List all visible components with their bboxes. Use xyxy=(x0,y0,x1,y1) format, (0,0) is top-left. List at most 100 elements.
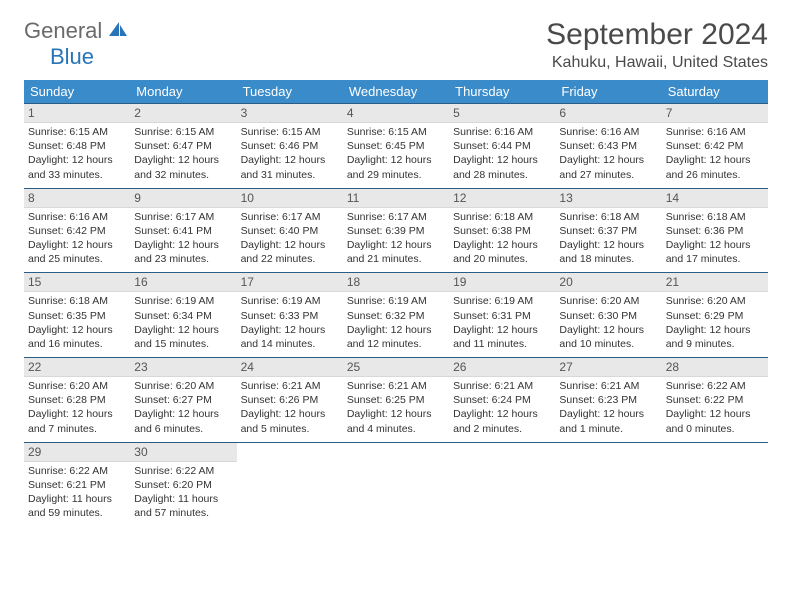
calendar-day-cell: 4 Sunrise: 6:15 AMSunset: 6:45 PMDaylight… xyxy=(343,104,449,189)
day-number: 9 xyxy=(130,189,236,208)
month-title: September 2024 xyxy=(546,18,768,52)
col-saturday: Saturday xyxy=(662,80,768,104)
col-sunday: Sunday xyxy=(24,80,130,104)
calendar-day-cell: 15 Sunrise: 6:18 AMSunset: 6:35 PMDayligh… xyxy=(24,273,130,358)
calendar-day-cell: 5 Sunrise: 6:16 AMSunset: 6:44 PMDaylight… xyxy=(449,104,555,189)
day-info: Sunrise: 6:15 AMSunset: 6:45 PMDaylight:… xyxy=(347,125,445,182)
day-info: Sunrise: 6:22 AMSunset: 6:21 PMDaylight:… xyxy=(28,464,126,521)
day-number: 29 xyxy=(24,443,130,462)
calendar-day-cell: .. xyxy=(449,442,555,526)
day-number: 13 xyxy=(555,189,661,208)
calendar-day-cell: 24 Sunrise: 6:21 AMSunset: 6:26 PMDayligh… xyxy=(237,358,343,443)
day-info: Sunrise: 6:20 AMSunset: 6:27 PMDaylight:… xyxy=(134,379,232,436)
calendar-day-cell: .. xyxy=(237,442,343,526)
logo-sail-icon xyxy=(107,20,129,38)
day-number: 24 xyxy=(237,358,343,377)
calendar-week-row: 8 Sunrise: 6:16 AMSunset: 6:42 PMDaylight… xyxy=(24,188,768,273)
day-info: Sunrise: 6:20 AMSunset: 6:29 PMDaylight:… xyxy=(666,294,764,351)
location: Kahuku, Hawaii, United States xyxy=(546,54,768,72)
day-number: 18 xyxy=(343,273,449,292)
day-info: Sunrise: 6:15 AMSunset: 6:47 PMDaylight:… xyxy=(134,125,232,182)
calendar-day-cell: .. xyxy=(343,442,449,526)
day-number: 2 xyxy=(130,104,236,123)
day-info: Sunrise: 6:17 AMSunset: 6:41 PMDaylight:… xyxy=(134,210,232,267)
weekday-header-row: Sunday Monday Tuesday Wednesday Thursday… xyxy=(24,80,768,104)
col-tuesday: Tuesday xyxy=(237,80,343,104)
day-info: Sunrise: 6:21 AMSunset: 6:25 PMDaylight:… xyxy=(347,379,445,436)
calendar-day-cell: 14Sunrise: 6:18 AMSunset: 6:36 PMDayligh… xyxy=(662,188,768,273)
day-number: 11 xyxy=(343,189,449,208)
calendar-week-row: 22 Sunrise: 6:20 AMSunset: 6:28 PMDayligh… xyxy=(24,358,768,443)
day-number: 6 xyxy=(555,104,661,123)
day-number: 22 xyxy=(24,358,130,377)
day-info: Sunrise: 6:16 AMSunset: 6:42 PMDaylight:… xyxy=(666,125,764,182)
day-number: 27 xyxy=(555,358,661,377)
day-info: Sunrise: 6:16 AMSunset: 6:43 PMDaylight:… xyxy=(559,125,657,182)
calendar-day-cell: 28 Sunrise: 6:22 AMSunset: 6:22 PMDayligh… xyxy=(662,358,768,443)
day-number: 3 xyxy=(237,104,343,123)
calendar-day-cell: 23Sunrise: 6:20 AMSunset: 6:27 PMDayligh… xyxy=(130,358,236,443)
day-number: 5 xyxy=(449,104,555,123)
day-info: Sunrise: 6:18 AMSunset: 6:37 PMDaylight:… xyxy=(559,210,657,267)
calendar-week-row: 29 Sunrise: 6:22 AMSunset: 6:21 PMDayligh… xyxy=(24,442,768,526)
day-info: Sunrise: 6:21 AMSunset: 6:26 PMDaylight:… xyxy=(241,379,339,436)
calendar-day-cell: 25 Sunrise: 6:21 AMSunset: 6:25 PMDayligh… xyxy=(343,358,449,443)
calendar-day-cell: 6 Sunrise: 6:16 AMSunset: 6:43 PMDaylight… xyxy=(555,104,661,189)
day-info: Sunrise: 6:16 AMSunset: 6:42 PMDaylight:… xyxy=(28,210,126,267)
day-number: 30 xyxy=(130,443,236,462)
calendar-day-cell: 3 Sunrise: 6:15 AMSunset: 6:46 PMDaylight… xyxy=(237,104,343,189)
calendar-day-cell: 9 Sunrise: 6:17 AMSunset: 6:41 PMDaylight… xyxy=(130,188,236,273)
day-info: Sunrise: 6:18 AMSunset: 6:38 PMDaylight:… xyxy=(453,210,551,267)
day-number: 25 xyxy=(343,358,449,377)
logo-word1: General xyxy=(24,18,102,43)
calendar-day-cell: 19 Sunrise: 6:19 AMSunset: 6:31 PMDayligh… xyxy=(449,273,555,358)
day-info: Sunrise: 6:15 AMSunset: 6:46 PMDaylight:… xyxy=(241,125,339,182)
day-number: 21 xyxy=(662,273,768,292)
logo: General Blue xyxy=(24,18,129,70)
day-info: Sunrise: 6:17 AMSunset: 6:39 PMDaylight:… xyxy=(347,210,445,267)
day-info: Sunrise: 6:19 AMSunset: 6:31 PMDaylight:… xyxy=(453,294,551,351)
title-block: September 2024 Kahuku, Hawaii, United St… xyxy=(546,18,768,72)
day-info: Sunrise: 6:22 AMSunset: 6:20 PMDaylight:… xyxy=(134,464,232,521)
calendar-day-cell: 27Sunrise: 6:21 AMSunset: 6:23 PMDayligh… xyxy=(555,358,661,443)
day-number: 8 xyxy=(24,189,130,208)
day-number: 19 xyxy=(449,273,555,292)
calendar-day-cell: 1Sunrise: 6:15 AMSunset: 6:48 PMDaylight… xyxy=(24,104,130,189)
calendar-day-cell: 18 Sunrise: 6:19 AMSunset: 6:32 PMDayligh… xyxy=(343,273,449,358)
calendar-day-cell: 20Sunrise: 6:20 AMSunset: 6:30 PMDayligh… xyxy=(555,273,661,358)
calendar-day-cell: 30 Sunrise: 6:22 AMSunset: 6:20 PMDayligh… xyxy=(130,442,236,526)
day-number: 15 xyxy=(24,273,130,292)
header: General Blue September 2024 Kahuku, Hawa… xyxy=(24,18,768,72)
day-info: Sunrise: 6:19 AMSunset: 6:32 PMDaylight:… xyxy=(347,294,445,351)
day-info: Sunrise: 6:21 AMSunset: 6:24 PMDaylight:… xyxy=(453,379,551,436)
col-thursday: Thursday xyxy=(449,80,555,104)
day-info: Sunrise: 6:15 AMSunset: 6:48 PMDaylight:… xyxy=(28,125,126,182)
calendar-day-cell: .. xyxy=(662,442,768,526)
day-number: 26 xyxy=(449,358,555,377)
day-info: Sunrise: 6:20 AMSunset: 6:28 PMDaylight:… xyxy=(28,379,126,436)
day-info: Sunrise: 6:17 AMSunset: 6:40 PMDaylight:… xyxy=(241,210,339,267)
day-number: 7 xyxy=(662,104,768,123)
day-info: Sunrise: 6:18 AMSunset: 6:35 PMDaylight:… xyxy=(28,294,126,351)
col-wednesday: Wednesday xyxy=(343,80,449,104)
calendar-day-cell: 8 Sunrise: 6:16 AMSunset: 6:42 PMDaylight… xyxy=(24,188,130,273)
day-number: 12 xyxy=(449,189,555,208)
day-info: Sunrise: 6:18 AMSunset: 6:36 PMDaylight:… xyxy=(666,210,764,267)
calendar-week-row: 1Sunrise: 6:15 AMSunset: 6:48 PMDaylight… xyxy=(24,104,768,189)
day-info: Sunrise: 6:20 AMSunset: 6:30 PMDaylight:… xyxy=(559,294,657,351)
calendar-day-cell: 12 Sunrise: 6:18 AMSunset: 6:38 PMDayligh… xyxy=(449,188,555,273)
calendar-table: Sunday Monday Tuesday Wednesday Thursday… xyxy=(24,80,768,526)
calendar-day-cell: 2 Sunrise: 6:15 AMSunset: 6:47 PMDaylight… xyxy=(130,104,236,189)
day-info: Sunrise: 6:16 AMSunset: 6:44 PMDaylight:… xyxy=(453,125,551,182)
day-number: 4 xyxy=(343,104,449,123)
logo-word2: Blue xyxy=(50,44,94,69)
calendar-day-cell: 21 Sunrise: 6:20 AMSunset: 6:29 PMDayligh… xyxy=(662,273,768,358)
calendar-day-cell: 10 Sunrise: 6:17 AMSunset: 6:40 PMDayligh… xyxy=(237,188,343,273)
day-number: 10 xyxy=(237,189,343,208)
day-number: 16 xyxy=(130,273,236,292)
calendar-day-cell: 29 Sunrise: 6:22 AMSunset: 6:21 PMDayligh… xyxy=(24,442,130,526)
calendar-day-cell: 17Sunrise: 6:19 AMSunset: 6:33 PMDayligh… xyxy=(237,273,343,358)
day-info: Sunrise: 6:22 AMSunset: 6:22 PMDaylight:… xyxy=(666,379,764,436)
day-number: 28 xyxy=(662,358,768,377)
calendar-day-cell: 26 Sunrise: 6:21 AMSunset: 6:24 PMDayligh… xyxy=(449,358,555,443)
